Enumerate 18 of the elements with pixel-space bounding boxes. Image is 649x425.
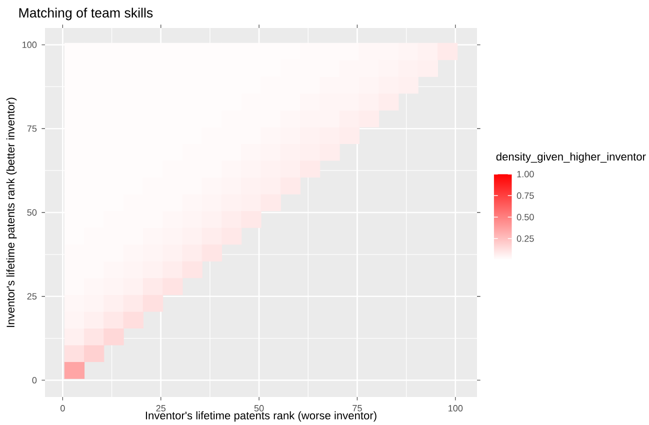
x-axis-title: Inventor's lifetime patents rank (worse inventor) <box>146 411 376 422</box>
x-tick-label: 75 <box>352 405 362 412</box>
x-tick-label: 50 <box>254 405 264 412</box>
x-tick-label: 0 <box>60 405 65 412</box>
color-bar-title: density_given_higher_inventor <box>496 152 646 163</box>
y-tick-label: 25 <box>27 293 37 300</box>
color-bar-label: 0.50 <box>516 214 534 220</box>
y-tick-label: 0 <box>32 377 37 384</box>
color-bar-label: 0.25 <box>516 235 534 242</box>
color-bar-label: 1.00 <box>517 170 534 178</box>
color-bar-label: 0.75 <box>516 192 534 199</box>
y-tick-label: 100 <box>22 42 37 48</box>
y-tick-label: 75 <box>27 125 37 132</box>
x-tick-label: 100 <box>448 405 463 412</box>
x-tick-label: 25 <box>156 405 166 412</box>
y-axis-title: Inventor's lifetime patents rank (better inventor) <box>6 98 17 327</box>
y-tick-label: 50 <box>27 209 37 216</box>
chart-title: Matching of team skills <box>19 8 153 20</box>
